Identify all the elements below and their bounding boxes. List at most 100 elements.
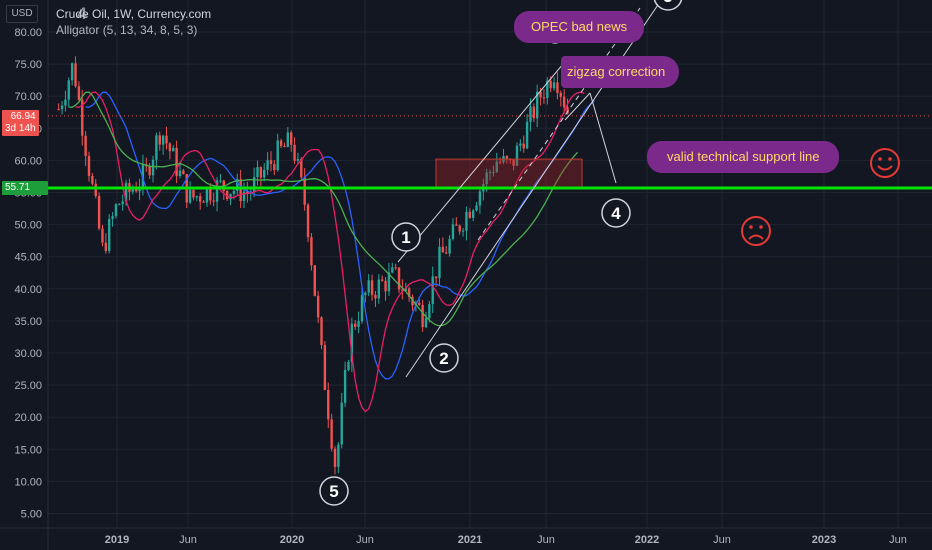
y-tick-label: 25.00 (14, 380, 42, 392)
candle-body (310, 237, 313, 266)
x-tick-label: 2021 (458, 534, 482, 546)
candle-body (458, 225, 461, 232)
wave-label-4: 2 (429, 343, 459, 373)
wave-label-1: 4 (77, 4, 87, 23)
x-tick-label: Jun (713, 534, 731, 546)
face-outline (870, 148, 900, 178)
candle-body (121, 201, 124, 205)
candle-body (566, 107, 569, 114)
face-eye (878, 157, 882, 161)
bar-countdown: 3d 14h (5, 123, 36, 134)
candle-body (374, 294, 377, 299)
candle-body (505, 156, 509, 159)
candle-body (448, 238, 451, 254)
candle-body (192, 189, 195, 198)
channel-line-upper (397, 57, 569, 263)
candle-body (182, 170, 185, 175)
candles (57, 56, 569, 475)
candle-body (471, 210, 475, 218)
candle-body (188, 189, 192, 203)
candle-body (118, 204, 121, 206)
candle-body (276, 140, 279, 171)
candle-body (87, 156, 91, 176)
face-eye (888, 157, 892, 161)
candle-body (108, 218, 111, 252)
candle-body (300, 158, 303, 178)
wave-label-circle (429, 343, 459, 373)
candle-body (212, 200, 215, 202)
candle-body (370, 280, 374, 295)
candle-body (219, 180, 222, 182)
last-price-value: 66.94 (10, 111, 36, 122)
face-eye (749, 225, 753, 229)
candle-body (536, 91, 539, 119)
candle-body (232, 190, 236, 194)
y-tick-label: 75.00 (14, 59, 42, 71)
candle-body (246, 191, 249, 194)
wave-label-text: 2 (439, 349, 448, 368)
candle-body (313, 265, 316, 296)
candle-body (263, 169, 266, 178)
candle-body (286, 132, 290, 148)
channel-line-lower (405, 0, 662, 378)
candle-body (337, 444, 340, 467)
x-tick-label: 2022 (635, 534, 659, 546)
sad-face-icon (741, 216, 771, 246)
wave-label-text: 5 (329, 482, 338, 501)
candle-body (340, 402, 343, 445)
candle-body (407, 288, 411, 297)
candle-body (367, 280, 370, 293)
candle-body (134, 189, 138, 192)
candle-body (391, 267, 394, 273)
zigzag-leg-a (564, 92, 591, 121)
candle-body (556, 82, 559, 93)
candle-body (225, 190, 229, 200)
y-tick-label: 10.00 (14, 476, 42, 488)
y-tick-label: 20.00 (14, 412, 42, 424)
candle-body (562, 96, 566, 108)
face-mouth (877, 165, 893, 171)
candle-body (519, 143, 522, 146)
indicator-title: Alligator (5, 13, 34, 8, 5, 3) (56, 23, 198, 37)
wave-label-6: 4 (601, 198, 631, 228)
candle-body (84, 135, 87, 157)
candle-body (283, 145, 286, 148)
candle-body (354, 323, 357, 327)
currency-toggle-button[interactable]: USD (6, 5, 38, 23)
candle-body (168, 143, 172, 152)
y-tick-label: 50.00 (14, 220, 42, 232)
candle-body (77, 86, 81, 100)
y-tick-label: 60.00 (14, 155, 42, 167)
happy-face-icon (870, 148, 900, 178)
candle-body (306, 204, 310, 238)
candle-body (124, 183, 128, 202)
support-zone-box (435, 158, 583, 189)
candle-body (434, 276, 438, 279)
candle-body (199, 196, 202, 202)
candle-body (549, 80, 552, 89)
candle-body (515, 145, 519, 166)
candle-body (468, 211, 472, 218)
candle-body (512, 159, 515, 166)
candle-body (323, 345, 327, 391)
candle-body (441, 246, 445, 253)
candle-body (424, 318, 428, 328)
wave-label-circle (653, 0, 683, 11)
candle-body (377, 279, 381, 299)
candle-body (461, 230, 465, 232)
candle-body (455, 224, 458, 226)
candle-body (330, 419, 333, 449)
candle-body (498, 161, 502, 163)
candle-body (155, 135, 158, 160)
x-tick-label: Jun (537, 534, 555, 546)
candle-body (485, 172, 488, 185)
support-callout-text: valid technical support line (667, 149, 820, 164)
candle-body (320, 317, 323, 346)
candle-body (296, 158, 300, 161)
candle-body (532, 106, 536, 119)
candle-body (209, 188, 212, 201)
candle-body (81, 99, 84, 136)
x-tick-label: 2023 (812, 534, 836, 546)
support-price-tag: 55.71 (2, 181, 48, 195)
